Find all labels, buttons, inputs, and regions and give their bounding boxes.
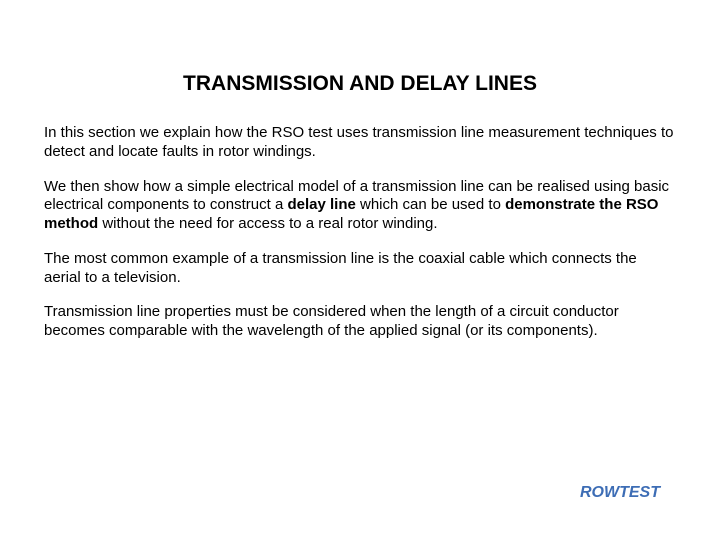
paragraph-2: We then show how a simple electrical mod… <box>44 178 676 234</box>
p2-bold-delay-line: delay line <box>287 196 355 213</box>
page-title: TRANSMISSION AND DELAY LINES <box>44 72 676 96</box>
p2-run-e: without the need for access to a real ro… <box>98 215 437 232</box>
paragraph-1: In this section we explain how the RSO t… <box>44 124 676 162</box>
paragraph-4: Transmission line properties must be con… <box>44 303 676 341</box>
p2-run-c: which can be used to <box>356 196 505 213</box>
footer-brand: ROWTEST <box>580 484 660 502</box>
slide-page: TRANSMISSION AND DELAY LINES In this sec… <box>0 0 720 540</box>
paragraph-3: The most common example of a transmissio… <box>44 250 676 288</box>
